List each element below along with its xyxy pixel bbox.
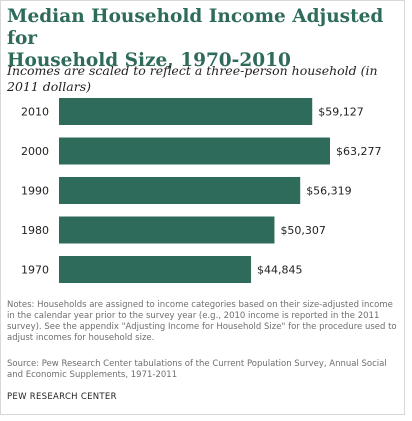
bar — [59, 137, 330, 165]
title-line-2: Household Size, 1970-2010 — [7, 50, 291, 71]
category-label: 2000 — [21, 145, 49, 158]
chart-title: Median Household Income Adjusted for Hou… — [7, 6, 402, 72]
title-line-1: Median Household Income Adjusted for — [7, 6, 384, 49]
value-label: $63,277 — [336, 145, 382, 158]
chart-subtitle: Incomes are scaled to reflect a three-pe… — [7, 63, 378, 94]
footer-credit: PEW RESEARCH CENTER — [7, 392, 117, 402]
value-label: $50,307 — [280, 224, 326, 237]
bar — [59, 98, 313, 125]
bar — [59, 177, 301, 204]
chart-frame: Median Household Income Adjusted for Hou… — [0, 0, 405, 415]
category-label: 1980 — [21, 224, 49, 237]
category-label: 1970 — [21, 264, 49, 277]
bar — [59, 216, 275, 244]
category-label: 1990 — [21, 185, 49, 198]
bar — [59, 256, 252, 283]
value-label: $56,319 — [306, 185, 352, 198]
bar-chart: 2010 $59,127 2000 $63,277 1990 $56,319 1980 $50… — [21, 98, 382, 283]
chart-notes: Notes: Households are assigned to income… — [7, 300, 397, 343]
value-label: $44,845 — [257, 264, 303, 277]
category-label: 2010 — [21, 106, 49, 119]
value-label: $59,127 — [318, 106, 364, 119]
chart-source: Source: Pew Research Center tabulations … — [7, 359, 387, 380]
